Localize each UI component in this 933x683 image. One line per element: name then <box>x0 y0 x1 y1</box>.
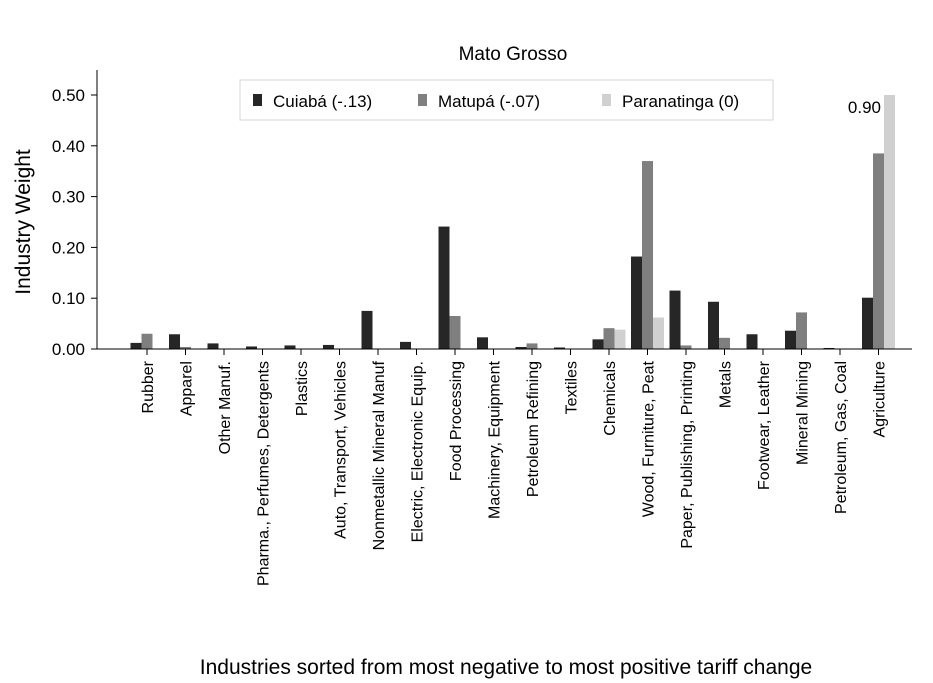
y-tick-label: 0.50 <box>52 86 85 105</box>
x-tick-label: Nonmetallic Mineral Manuf <box>371 360 388 550</box>
bar <box>207 343 219 349</box>
bar-value-label: 0.90 <box>848 98 881 117</box>
bar <box>180 346 191 349</box>
bar <box>554 347 565 349</box>
bar <box>130 342 142 349</box>
legend-label: Matupá (-.07) <box>438 92 540 111</box>
bar <box>614 329 626 349</box>
bar <box>631 256 642 349</box>
x-tick-label: Petroleum Refining <box>525 361 542 497</box>
bar <box>680 345 692 349</box>
x-tick-label: Rubber <box>140 360 157 413</box>
bar <box>669 290 681 349</box>
legend-label: Cuiabá (-.13) <box>273 92 372 111</box>
bar <box>708 301 719 349</box>
bar <box>526 343 538 349</box>
bar <box>653 317 664 349</box>
x-tick-label: Metals <box>718 361 735 408</box>
bar <box>873 153 884 349</box>
legend-box <box>239 79 774 121</box>
x-tick-label: Textiles <box>564 361 581 414</box>
legend-swatch <box>253 94 262 106</box>
x-tick-label: Auto, Transport, Vehicles <box>333 361 350 539</box>
x-tick-label: Wood, Furniture, Peat <box>641 360 658 517</box>
bar <box>449 315 461 349</box>
bar <box>477 337 488 349</box>
bar <box>438 226 450 349</box>
x-tick-label: Pharma., Perfumes, Detergents <box>256 361 273 586</box>
x-tick-label: Plastics <box>294 361 311 416</box>
legend: Cuiabá (-.13) Matupá (-.07) Paranatinga (0… <box>239 79 774 121</box>
x-tick-label: Paper, Publishing, Printing <box>679 361 696 549</box>
y-axis: 0.00 0.10 0.20 0.30 0.40 0.50 <box>52 70 98 359</box>
y-tick-label: 0.30 <box>52 188 85 207</box>
legend-swatch <box>418 94 427 106</box>
annotations: 0.90 <box>848 98 881 117</box>
bar <box>515 346 527 349</box>
bar <box>592 339 604 349</box>
x-tick-label: Electric, Electronic Equip. <box>410 361 427 542</box>
bar <box>141 333 153 349</box>
bar <box>642 161 653 349</box>
x-tick-label: Other Manuf. <box>217 361 234 454</box>
bar <box>323 344 334 349</box>
bars <box>130 95 895 349</box>
x-axis-label: Industries sorted from most negative to … <box>200 656 812 679</box>
legend-swatch <box>602 94 611 106</box>
bar <box>361 310 373 349</box>
y-tick-label: 0.20 <box>52 238 85 257</box>
bar <box>796 312 807 349</box>
bar <box>746 334 758 349</box>
bar <box>400 341 411 349</box>
bar <box>862 297 873 349</box>
x-tick-label: Footwear, Leather <box>756 360 773 490</box>
chart-title: Mato Grosso <box>459 44 568 65</box>
y-axis-label: Industry Weight <box>12 149 35 295</box>
bar <box>284 345 296 349</box>
bar <box>603 328 615 349</box>
x-tick-label: Machinery, Equipment <box>487 360 504 519</box>
bar <box>884 95 895 349</box>
bar <box>169 334 180 349</box>
x-tick-label: Food Processing <box>448 361 465 481</box>
x-axis: Rubber Apparel Other Manuf. Pharma., Perfum… <box>97 348 912 586</box>
x-tick-label: Mineral Mining <box>795 361 812 465</box>
x-tick-label: Chemicals <box>602 361 619 436</box>
x-tick-label: Apparel <box>179 361 196 416</box>
bar <box>246 346 257 349</box>
y-tick-label: 0.00 <box>52 340 85 359</box>
legend-label: Paranatinga (0) <box>622 92 739 111</box>
bar <box>785 330 796 349</box>
bar <box>823 347 835 349</box>
y-tick-label: 0.40 <box>52 137 85 156</box>
y-tick-label: 0.10 <box>52 289 85 308</box>
x-tick-label: Petroleum, Gas, Coal <box>833 361 850 514</box>
bar <box>719 337 730 349</box>
x-tick-label: Agriculture <box>872 361 889 438</box>
